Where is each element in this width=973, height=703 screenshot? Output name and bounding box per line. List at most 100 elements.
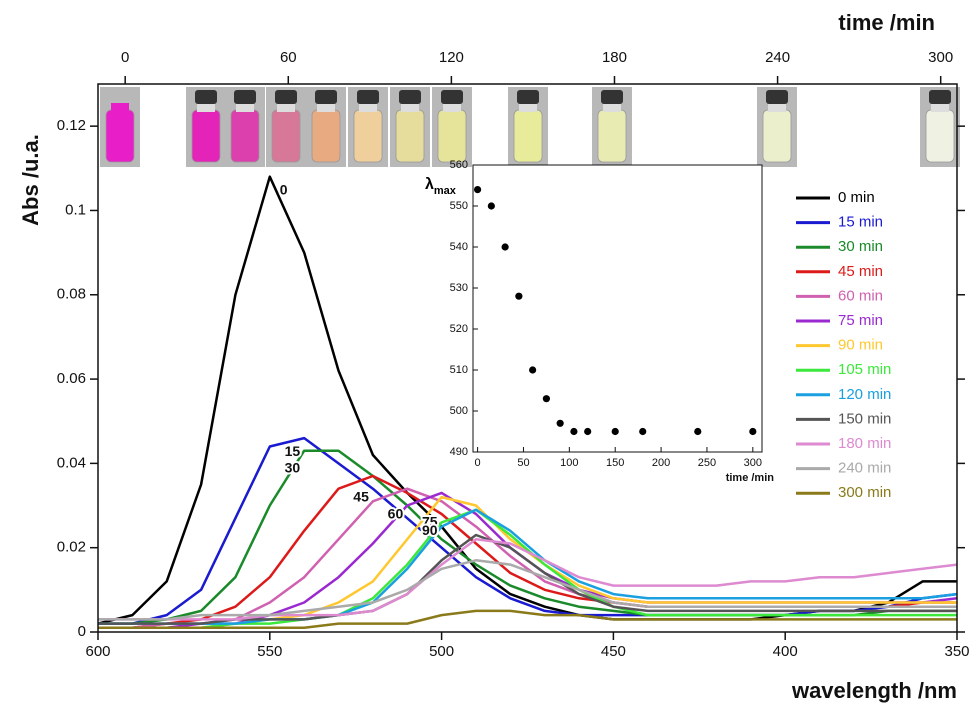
top-tick-label: 180	[602, 49, 627, 66]
y-tick-label: 0.06	[57, 370, 86, 387]
vial-neck	[236, 103, 254, 112]
vial-body	[513, 109, 543, 163]
legend-label: 75 min	[838, 312, 883, 329]
inset-y-tick-label: 500	[450, 405, 468, 417]
inset-x-tick-label: 150	[606, 457, 624, 469]
top-tick-label: 300	[928, 49, 953, 66]
x-tick-label: 600	[85, 643, 110, 660]
curve-label: 30	[285, 459, 301, 475]
inset-y-axis-title: λmax	[425, 176, 457, 197]
inset-y-tick-label: 510	[450, 364, 468, 376]
spectrum-line	[98, 609, 957, 630]
spectrum-line	[98, 538, 958, 621]
legend-label: 45 min	[838, 263, 883, 280]
vial-cap	[929, 90, 951, 104]
plot-frame	[97, 83, 958, 633]
vial-cap	[601, 90, 623, 104]
vial-neck	[519, 103, 537, 112]
vial-body	[597, 109, 627, 163]
vial-cap	[315, 90, 337, 104]
x-tick-label: 400	[773, 643, 798, 660]
inset-y-tick-label: 560	[450, 159, 468, 171]
vial-body	[230, 109, 260, 163]
curve-label: 45	[353, 489, 369, 505]
inset-x-tick-label: 0	[475, 457, 481, 469]
vial-cap	[357, 90, 379, 104]
legend-label: 105 min	[838, 361, 891, 378]
vial-neck	[277, 103, 295, 112]
top-axis-title: time /min	[838, 10, 935, 35]
vial-neck	[359, 103, 377, 112]
x-tick-label: 350	[944, 643, 969, 660]
inset-y-subscript: max	[434, 185, 457, 197]
top-tick-label: 0	[121, 49, 129, 66]
vial-neck	[317, 103, 335, 112]
vial-body	[925, 109, 955, 163]
inset-y-symbol: λ	[425, 176, 434, 193]
inset-y-tick-label: 520	[450, 323, 468, 335]
vial-neck	[768, 103, 786, 112]
y-tick-label: 0.02	[57, 539, 86, 556]
inset-x-tick-label: 250	[698, 457, 716, 469]
vial-body	[311, 109, 341, 163]
top-tick-label: 60	[280, 49, 297, 66]
legend-label: 150 min	[838, 410, 891, 427]
inset-point	[556, 419, 564, 427]
vial-cap	[195, 90, 217, 104]
vial-cap	[766, 90, 788, 104]
inset-point	[584, 427, 592, 436]
vial-cap	[441, 90, 463, 104]
vial-neck	[931, 103, 949, 112]
inset-y-tick-label: 540	[450, 241, 468, 253]
y-tick-label: 0	[78, 623, 86, 640]
inset-frame	[472, 164, 763, 453]
vial-cap	[399, 90, 421, 104]
inset-x-tick-label: 100	[560, 457, 578, 469]
inset-x-tick-label: 50	[517, 457, 529, 469]
vial-body	[105, 109, 135, 163]
x-tick-label: 450	[601, 643, 626, 660]
x-axis-title: wavelength /nm	[791, 678, 957, 703]
legend-label: 180 min	[838, 435, 891, 452]
legend-label: 0 min	[838, 189, 875, 206]
inset-point	[515, 292, 523, 300]
top-tick-label: 120	[439, 49, 464, 66]
curve-label: 75	[422, 514, 438, 530]
vial-body	[191, 109, 221, 163]
vial-photos	[100, 87, 960, 167]
inset-y-tick-label: 550	[450, 200, 468, 212]
curve-label: 15	[285, 443, 301, 459]
legend-label: 15 min	[838, 214, 883, 231]
curve-label: 60	[388, 505, 404, 521]
inset-x-tick-label: 200	[652, 457, 670, 469]
y-tick-label: 0.12	[57, 117, 86, 134]
vial-neck	[197, 103, 215, 112]
vial-body	[762, 109, 792, 163]
vial-body	[353, 109, 383, 163]
legend-label: 90 min	[838, 337, 883, 354]
vial-body	[437, 109, 467, 163]
inset-point	[501, 243, 509, 251]
legend-label: 240 min	[838, 460, 891, 477]
x-tick-label: 500	[429, 643, 454, 660]
vial-cap	[234, 90, 256, 104]
curve-label: 0	[280, 181, 288, 197]
vial-body	[271, 109, 301, 163]
y-tick-label: 0.04	[57, 454, 86, 471]
inset-point	[749, 427, 757, 436]
y-tick-label: 0.08	[57, 286, 86, 303]
vial-cap	[517, 90, 539, 104]
curve-label: 90	[422, 522, 438, 538]
top-tick-label: 240	[765, 49, 790, 66]
vial-neck	[401, 103, 419, 112]
inset-point	[611, 427, 619, 436]
spectrum-line	[98, 508, 958, 625]
vial-cap	[275, 90, 297, 104]
legend-label: 60 min	[838, 287, 883, 304]
inset-point	[639, 427, 647, 436]
y-tick-label: 0.1	[65, 201, 86, 218]
inset-point	[529, 366, 537, 374]
inset-point	[487, 202, 495, 210]
vial-body	[395, 109, 425, 163]
